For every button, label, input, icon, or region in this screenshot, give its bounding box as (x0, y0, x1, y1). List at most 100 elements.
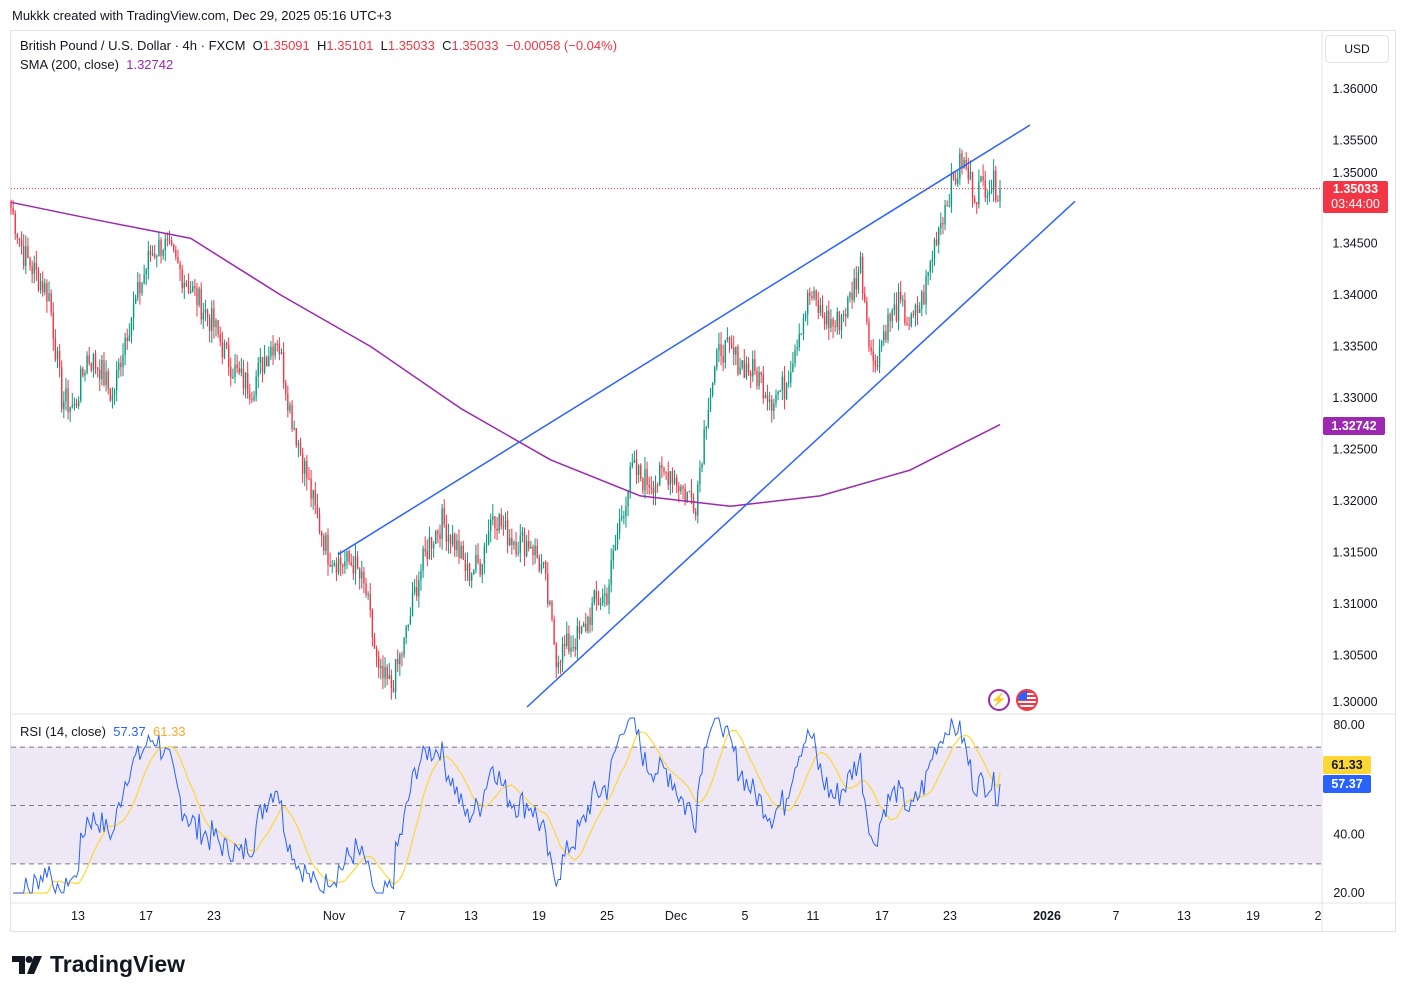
candle (50, 293, 52, 313)
candle (506, 520, 509, 546)
candle (783, 376, 786, 400)
candle (424, 548, 426, 552)
candle (185, 282, 188, 286)
candle (661, 464, 663, 468)
candle (405, 626, 407, 638)
candle (540, 564, 543, 571)
candle (242, 368, 245, 389)
candle (388, 675, 390, 680)
symbol-title[interactable]: British Pound / U.S. Dollar · 4h · FXCM (20, 38, 246, 53)
rsi-ma-value: 61.33 (153, 724, 186, 739)
candle (485, 544, 488, 547)
candle (621, 516, 623, 519)
candle (369, 593, 371, 611)
candle (111, 395, 114, 401)
candle (811, 296, 813, 298)
candle (692, 497, 695, 512)
candle (745, 363, 748, 378)
candle (519, 535, 521, 553)
currency-button[interactable]: USD (1325, 35, 1389, 63)
candle (187, 285, 190, 293)
time-tick-label: 7 (399, 909, 406, 923)
candle (673, 477, 676, 484)
close-value: 1.35033 (451, 38, 499, 53)
candle (836, 311, 838, 328)
candle (217, 320, 219, 334)
candle (517, 552, 519, 554)
time-tick-label: 2 (1315, 909, 1322, 923)
candle (557, 662, 560, 668)
candle (534, 545, 536, 556)
candle (464, 559, 467, 571)
candle (694, 511, 697, 516)
rsi-value: 57.37 (113, 724, 146, 739)
candle (644, 469, 646, 491)
candle (902, 299, 904, 301)
candle (893, 304, 896, 310)
candle (523, 532, 526, 556)
candle (707, 409, 710, 427)
candle (986, 195, 989, 198)
candle (270, 346, 272, 357)
candle (477, 554, 479, 563)
candle (82, 368, 84, 376)
candle (475, 554, 477, 571)
candle (139, 281, 141, 294)
time-tick-label: Dec (665, 909, 687, 923)
candle (132, 303, 135, 319)
candle (876, 365, 879, 367)
time-tick-label: 19 (532, 909, 546, 923)
candle (963, 159, 965, 169)
candle (312, 490, 314, 499)
candle (864, 293, 866, 302)
candle (580, 626, 583, 634)
candle (591, 603, 593, 625)
candle (268, 356, 270, 367)
candle (944, 205, 946, 225)
last-price: 1.35033 (1332, 182, 1379, 196)
candle (128, 335, 131, 342)
candle (895, 304, 898, 321)
candle (859, 256, 862, 273)
candle (496, 528, 498, 531)
candle (777, 391, 779, 395)
candle (802, 318, 805, 334)
candle (840, 315, 843, 331)
candle (490, 519, 492, 532)
us-flag-icon[interactable] (1016, 689, 1038, 711)
candle (570, 647, 572, 652)
sma-legend[interactable]: SMA (200, close) 1.32742 (20, 57, 173, 72)
candle (447, 535, 450, 542)
candle (113, 390, 116, 396)
candle (422, 548, 424, 571)
candle (253, 396, 255, 400)
candle (181, 269, 183, 289)
candle (999, 188, 1001, 202)
close-label: C (442, 38, 452, 53)
candle (916, 305, 919, 313)
candle (602, 595, 604, 604)
candle (946, 205, 948, 207)
candle (718, 344, 720, 351)
candle (547, 573, 549, 604)
candle (426, 551, 429, 560)
candle (392, 688, 395, 692)
candle (10, 202, 12, 208)
rsi-legend[interactable]: RSI (14, close) 57.37 61.33 (20, 724, 186, 739)
candle (948, 206, 950, 208)
candle (118, 362, 120, 370)
candle (219, 333, 221, 343)
candle (166, 239, 169, 241)
candle (295, 428, 297, 446)
candle (86, 355, 88, 374)
sma-label: SMA (200, close) (20, 57, 119, 72)
tradingview-logo[interactable]: TradingView (12, 951, 185, 978)
price-tick-label: 1.30000 (1332, 695, 1377, 709)
candle (487, 531, 490, 545)
candle (806, 292, 809, 315)
candle (46, 283, 48, 302)
candle (225, 343, 228, 346)
lightning-icon[interactable]: ⚡ (988, 689, 1010, 711)
candle (897, 291, 900, 321)
